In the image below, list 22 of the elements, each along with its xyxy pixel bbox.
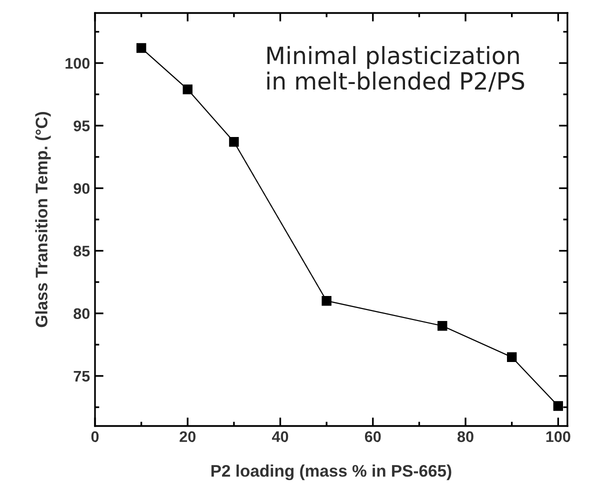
x-tick-label: 100 xyxy=(546,431,570,442)
y-tick-label: 95 xyxy=(74,120,90,132)
y-tick-label: 100 xyxy=(66,58,90,69)
y-tick-label: 75 xyxy=(74,370,90,382)
y-axis-title: Glass Transition Temp. (°C) xyxy=(35,112,51,328)
x-tick-label: 20 xyxy=(180,431,196,442)
point xyxy=(182,84,192,94)
point xyxy=(229,137,239,147)
x-tick-label: 80 xyxy=(458,431,474,442)
y-tick-label: 85 xyxy=(74,246,90,256)
y-tick-label: 90 xyxy=(74,183,90,194)
x-tick-label: 60 xyxy=(364,431,381,442)
x-tick-label: 0 xyxy=(91,431,99,442)
y-tick-label: 80 xyxy=(74,308,90,320)
point xyxy=(553,401,564,411)
point xyxy=(322,296,332,306)
point xyxy=(506,352,517,362)
x-tick-label: 40 xyxy=(272,431,288,442)
x-axis-title: P2 loading (mass % in PS-665) xyxy=(211,464,452,480)
annotation: Minimal plasticization in melt-blended P2/PS xyxy=(267,46,524,92)
point xyxy=(438,321,448,331)
point xyxy=(136,43,146,53)
